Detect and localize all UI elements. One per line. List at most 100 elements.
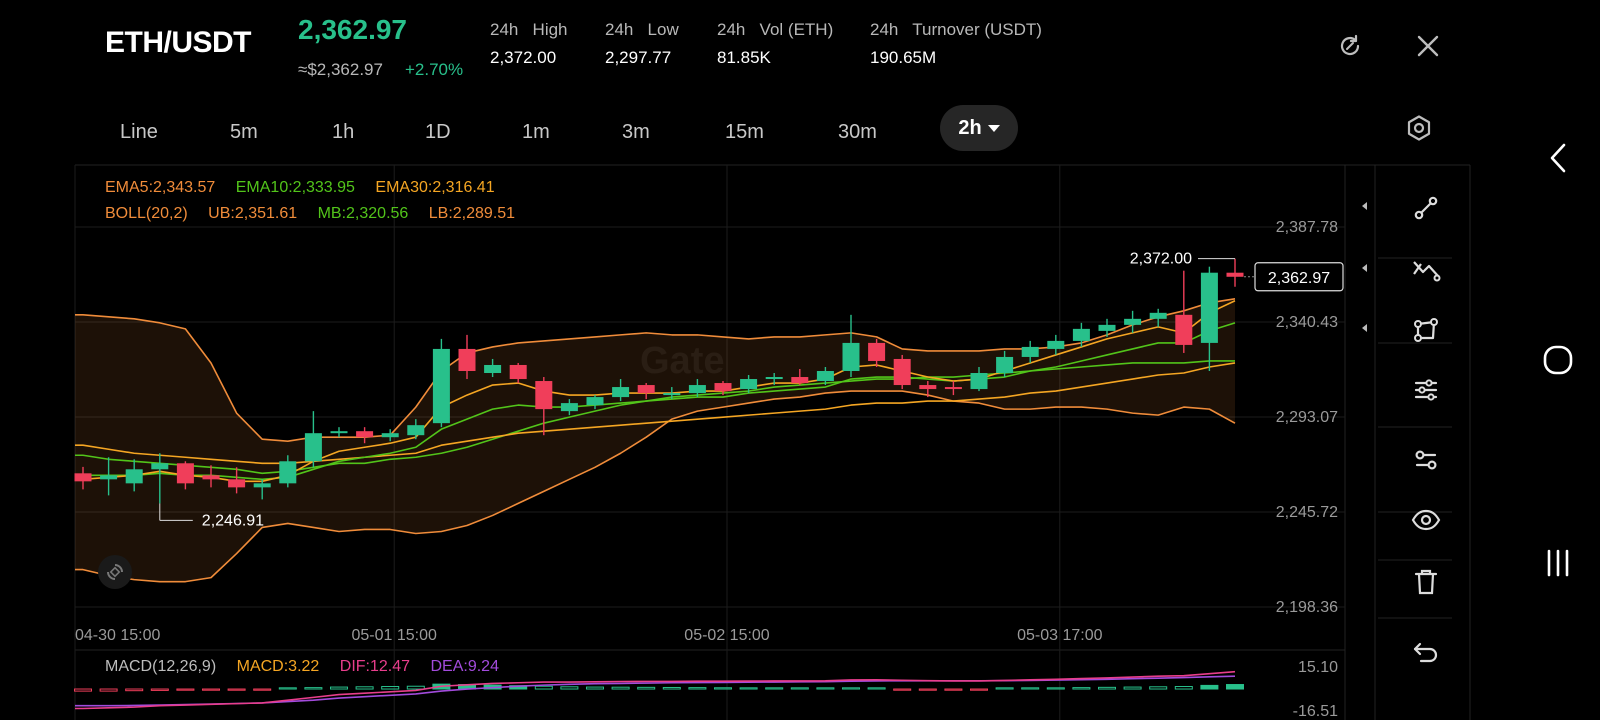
macd-bar (202, 688, 220, 691)
macd-bar (586, 686, 604, 690)
macd-params-label: MACD(12,26,9) (105, 658, 217, 675)
interval-5m[interactable]: 5m (230, 120, 258, 143)
macd-bar (74, 688, 92, 692)
macd-y-tick: 15.10 (1298, 659, 1338, 676)
interval-30m[interactable]: 30m (838, 120, 877, 143)
refresh-icon[interactable] (1335, 31, 1365, 61)
candle-body (509, 364, 527, 380)
candle (663, 387, 681, 400)
macd-bar (1226, 684, 1244, 690)
macd-bar (714, 687, 732, 690)
macd-bar (99, 688, 118, 692)
candle-body (740, 379, 758, 390)
boll-label: BOLL(20,2) (105, 205, 188, 222)
candle (637, 383, 655, 400)
stat-label: Vol (ETH) (759, 20, 834, 39)
candle-body (74, 473, 92, 482)
boll-ub-label: UB:2,351.61 (208, 205, 298, 222)
candle (484, 358, 502, 378)
candle-body (253, 483, 271, 488)
interval-1h[interactable]: 1h (332, 120, 355, 143)
stat-label: Turnover (USDT) (912, 20, 1042, 39)
macd-bar (611, 686, 630, 690)
interval-1m[interactable]: 1m (522, 120, 550, 143)
candle-body (1098, 324, 1116, 331)
macd-bar (842, 687, 860, 690)
trend-line-icon[interactable] (1408, 252, 1444, 288)
candle-body (816, 370, 834, 382)
candle (1200, 266, 1218, 371)
macd-y-tick: -16.51 (1293, 703, 1338, 720)
candle (407, 419, 425, 440)
macd-bar (970, 688, 988, 691)
last-price-box (1254, 262, 1344, 292)
interval-3m[interactable]: 3m (622, 120, 650, 143)
line-draw-icon[interactable] (1408, 190, 1444, 226)
watermark-text: Gate (640, 340, 724, 382)
dif-line (75, 670, 1236, 710)
recents-icon[interactable] (1538, 545, 1578, 581)
interval-1d[interactable]: 1D (425, 120, 451, 143)
tool-caret (1362, 324, 1367, 332)
candle (1149, 308, 1167, 327)
stat-value: 190.65M (870, 48, 937, 67)
candle-body (228, 479, 246, 488)
macd-bar (560, 686, 579, 690)
candle (100, 457, 118, 496)
ema10-line (75, 322, 1236, 481)
candle-body (714, 383, 732, 392)
indicator-settings-icon[interactable] (1408, 372, 1444, 408)
stat-label: 24h (717, 20, 746, 39)
price-change: +2.70% (405, 60, 464, 79)
boll-upper-line (75, 297, 1236, 443)
macd-bar (355, 686, 374, 690)
close-icon[interactable] (1413, 31, 1443, 61)
dif-value-label: DIF:12.47 (339, 658, 411, 675)
macd-bar (944, 688, 963, 691)
candle (176, 461, 194, 490)
candle (893, 354, 911, 390)
hexagon-settings-icon[interactable] (1404, 113, 1434, 143)
candle (535, 377, 553, 436)
candle-body (842, 342, 860, 371)
candle (560, 399, 578, 416)
boll-lower-line (75, 390, 1236, 583)
macd-bar (253, 688, 272, 691)
candle-body (1175, 314, 1193, 345)
trash-icon[interactable] (1408, 564, 1444, 600)
boll-legend: BOLL(20,2) UB:2,351.61 MB:2,320.56 LB:2,… (105, 205, 515, 223)
interval-line[interactable]: Line (120, 120, 158, 143)
candle (996, 350, 1014, 378)
stat-value: 81.85K (717, 48, 771, 67)
candle (740, 375, 758, 394)
rotate-icon[interactable] (98, 555, 132, 589)
candle-body (688, 385, 706, 394)
stat-value: 2,372.00 (490, 48, 557, 67)
interval-15m[interactable]: 15m (725, 120, 764, 143)
drawing-group-icon[interactable] (1408, 442, 1444, 478)
candle (304, 411, 322, 468)
eye-icon[interactable] (1408, 502, 1444, 538)
candle (125, 459, 143, 492)
stat-volume: 24h Vol (ETH) 81.85K (717, 20, 833, 68)
interval-2h-selected[interactable]: 2h (940, 105, 1018, 151)
candle-body (304, 433, 322, 462)
macd-bar (330, 686, 348, 690)
undo-icon[interactable] (1408, 634, 1444, 670)
macd-bar (1149, 686, 1168, 690)
stat-label: 24h (490, 20, 519, 39)
candle-body (458, 348, 476, 371)
x-tick-label: 05-02 15:00 (684, 627, 770, 644)
shape-icon[interactable] (1408, 312, 1444, 348)
back-icon[interactable] (1540, 140, 1576, 176)
boll-lb-label: LB:2,289.51 (428, 205, 516, 222)
candle (330, 427, 348, 438)
candle-body (1149, 312, 1167, 319)
candle-body (381, 433, 399, 438)
candle (970, 366, 988, 392)
home-icon[interactable] (1538, 340, 1578, 380)
bollinger-band-fill (75, 298, 1235, 582)
candle-body (765, 377, 783, 380)
ema5-label: EMA5:2,343.57 (105, 179, 216, 196)
